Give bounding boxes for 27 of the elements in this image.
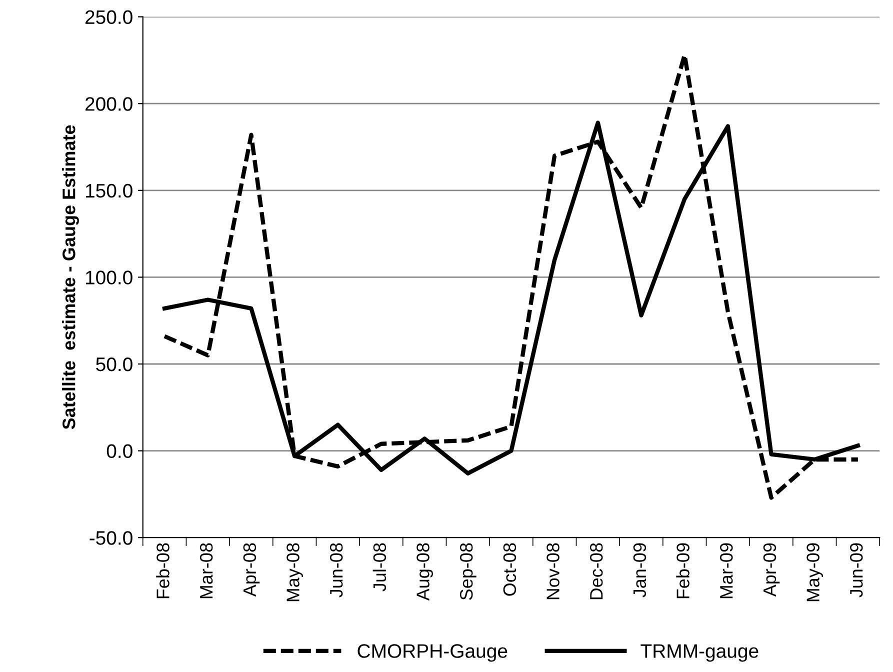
y-tick-label: 100.0 (86, 270, 132, 284)
x-tick-label: Mar-09 (720, 543, 733, 598)
x-tick-label: Nov-08 (546, 543, 560, 600)
x-tick-label: May-08 (286, 543, 303, 602)
y-tick-label: 0.0 (106, 444, 132, 458)
x-tick-label: Jul-08 (372, 543, 386, 592)
x-tick-label: Jun-09 (850, 543, 863, 598)
x-tick-label: May-09 (806, 543, 824, 602)
x-tick-label: Jun-08 (330, 543, 343, 598)
x-tick-label: Jan-09 (633, 543, 646, 598)
y-tick-label: 200.0 (85, 97, 132, 111)
x-tick-label: Sep-08 (460, 543, 476, 600)
x-tick-label: Feb-09 (676, 543, 690, 598)
x-tick-label: Oct-08 (503, 543, 516, 596)
y-axis-title: Satellite estimate - Gauge Estimate (62, 125, 79, 430)
y-tick-label: 50.0 (96, 357, 132, 372)
x-tick-label: Dec-08 (590, 543, 603, 600)
x-tick-label: Feb-08 (156, 543, 170, 598)
legend-label: CMORPH-Gauge (358, 644, 508, 662)
y-tick-label: -50.0 (90, 531, 132, 545)
x-tick-label: Mar-08 (200, 543, 213, 598)
y-tick-label: 250.0 (85, 10, 132, 24)
y-tick-label: 150.0 (86, 184, 132, 198)
x-tick-label: Apr-09 (763, 543, 780, 597)
x-tick-label: Aug-08 (416, 543, 433, 601)
legend-label: TRMM-gauge (640, 644, 758, 662)
x-tick-label: Apr-08 (243, 543, 260, 597)
